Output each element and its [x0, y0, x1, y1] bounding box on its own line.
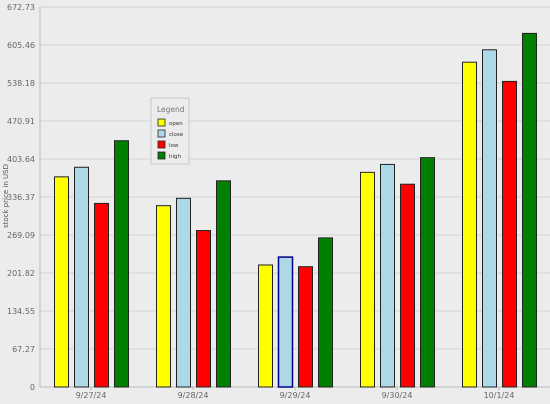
y-tick-label: 201.82	[7, 269, 35, 278]
bar-open-9-30-24[interactable]	[360, 171, 375, 388]
x-tick-label: 9/28/24	[178, 391, 209, 400]
legend-label-open: open	[169, 121, 183, 127]
legend-box	[150, 97, 190, 165]
bar-low-9-28-24[interactable]	[196, 230, 211, 388]
x-axis-tick-labels: 9/27/24 9/28/24 9/29/24 9/30/24 10/1/24	[76, 387, 515, 400]
y-tick-label: 403.64	[7, 155, 35, 164]
y-tick-label: 538.18	[7, 79, 35, 88]
y-tick-label: 605.46	[7, 41, 35, 50]
bar-close-10-1-24[interactable]	[482, 49, 497, 388]
x-tick-label: 10/1/24	[484, 391, 515, 400]
bars	[54, 32, 537, 388]
bar-close-9-29-24[interactable]	[277, 256, 294, 388]
legend-swatch-close	[157, 129, 166, 138]
bar-close-9-28-24[interactable]	[176, 197, 191, 388]
y-tick-label: 269.09	[7, 231, 35, 240]
bar-high-9-29-24[interactable]	[318, 237, 333, 388]
bar-high-9-27-24[interactable]	[114, 140, 129, 388]
legend-label-low: low	[169, 143, 179, 149]
legend: Legend open close low high	[150, 97, 190, 165]
bar-low-9-29-24[interactable]	[298, 266, 313, 388]
y-axis-tick-labels: 0 67.27 134.55 201.82 269.09 336.37 403.64 470.…	[7, 3, 35, 392]
legend-swatch-open	[157, 118, 166, 127]
y-tick-label: 0	[30, 383, 35, 392]
legend-label-high: high	[169, 154, 182, 160]
bar-open-9-28-24[interactable]	[156, 205, 171, 388]
bar-close-9-30-24[interactable]	[380, 163, 395, 388]
legend-items: open close low high	[157, 118, 184, 160]
x-tick-label: 9/29/24	[280, 391, 311, 400]
x-tick-label: 9/27/24	[76, 391, 107, 400]
legend-swatch-low	[157, 140, 166, 149]
y-tick-label: 336.37	[7, 193, 35, 202]
bar-close-9-27-24[interactable]	[74, 166, 89, 388]
legend-title: Legend	[157, 105, 185, 114]
bar-low-9-30-24[interactable]	[400, 183, 415, 388]
bar-open-9-27-24[interactable]	[54, 176, 69, 388]
bar-high-10-1-24[interactable]	[522, 32, 537, 388]
y-axis-title: stock price in USD	[2, 164, 10, 228]
y-tick-label: 134.55	[7, 307, 35, 316]
legend-label-close: close	[169, 132, 184, 138]
y-tick-label: 470.91	[7, 117, 35, 126]
bar-open-9-29-24[interactable]	[258, 264, 273, 388]
bar-high-9-30-24[interactable]	[420, 157, 435, 388]
legend-swatch-high	[157, 151, 166, 160]
bar-low-9-27-24[interactable]	[94, 202, 109, 388]
bar-low-10-1-24[interactable]	[502, 80, 517, 388]
bar-high-9-28-24[interactable]	[216, 180, 231, 388]
bar-open-10-1-24[interactable]	[462, 61, 477, 388]
x-tick-label: 9/30/24	[382, 391, 413, 400]
y-tick-label: 67.27	[12, 345, 35, 354]
y-tick-label: 672.73	[7, 3, 35, 12]
